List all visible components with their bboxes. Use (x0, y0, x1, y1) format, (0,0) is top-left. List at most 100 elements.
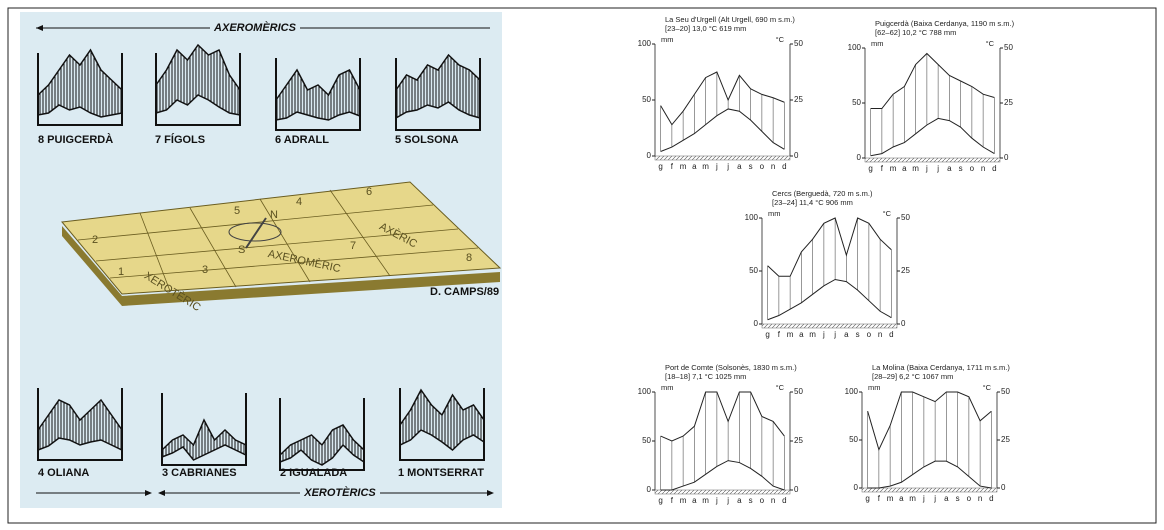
x-tick-label: j (715, 162, 718, 171)
station-label: 1 MONTSERRAT (398, 467, 484, 479)
x-tick-label: o (760, 162, 765, 171)
map-number: 8 (466, 252, 472, 264)
x-tick-label: n (771, 162, 775, 171)
frost-band (762, 324, 897, 328)
y2-tick-label: 0 (1004, 153, 1009, 162)
chart-title: La Seu d'Urgell (Alt Urgell, 690 m s.m.) (665, 15, 795, 24)
x-tick-label: g (658, 496, 662, 505)
y2-axis-label: °C (983, 383, 992, 392)
frost-band (865, 158, 1000, 162)
x-tick-label: m (887, 494, 894, 503)
x-tick-label: a (692, 162, 697, 171)
x-tick-label: a (947, 164, 952, 173)
x-tick-label: j (833, 330, 836, 339)
x-tick-label: a (899, 494, 904, 503)
y2-tick-label: 25 (1004, 98, 1013, 107)
y-axis-label: mm (661, 383, 674, 392)
y2-axis-label: °C (883, 209, 892, 218)
station-label: 4 OLIANA (38, 467, 89, 479)
x-tick-label: m (809, 330, 816, 339)
y2-tick-label: 50 (794, 387, 803, 396)
y2-tick-label: 50 (794, 39, 803, 48)
map-number: 5 (234, 205, 240, 217)
x-tick-label: d (889, 330, 893, 339)
x-tick-label: a (944, 494, 949, 503)
y2-tick-label: 50 (1004, 43, 1013, 52)
y-tick-label: 50 (852, 98, 861, 107)
x-tick-label: m (787, 330, 794, 339)
x-tick-label: g (765, 330, 769, 339)
chart-title: Puigcerdà (Baixa Cerdanya, 1190 m s.m.) (875, 19, 1015, 28)
x-tick-label: o (967, 494, 972, 503)
y-tick-label: 0 (647, 151, 652, 160)
y-tick-label: 0 (857, 153, 862, 162)
y2-tick-label: 25 (901, 266, 910, 275)
y-tick-label: 50 (849, 435, 858, 444)
frost-band (862, 488, 997, 492)
y2-tick-label: 0 (794, 485, 799, 494)
map-number: 6 (366, 186, 372, 198)
map-number: 3 (202, 264, 208, 276)
x-tick-label: s (749, 496, 753, 505)
chart-title: Cercs (Berguedà, 720 m s.m.) (772, 189, 873, 198)
station-label: 5 SOLSONA (395, 134, 459, 146)
x-tick-label: o (760, 496, 765, 505)
header: AXEROMÈRICS (213, 21, 297, 34)
chart-subtitle: [23–20] 13,0 °C 619 mm (665, 24, 746, 33)
x-tick-label: d (782, 162, 786, 171)
y2-tick-label: 0 (1001, 483, 1006, 492)
chart-subtitle: [28–29] 6,2 °C 1067 mm (872, 372, 953, 381)
y-axis-label: mm (871, 39, 884, 48)
y2-tick-label: 50 (1001, 387, 1010, 396)
compass-label: S (238, 244, 245, 256)
credit: D. CAMPS/89 (430, 286, 499, 298)
y2-tick-label: 50 (901, 213, 910, 222)
x-tick-label: j (726, 162, 729, 171)
y-axis-label: mm (768, 209, 781, 218)
station-label: 7 FÍGOLS (155, 133, 205, 146)
compass-label: N (270, 209, 278, 221)
x-tick-label: g (658, 162, 662, 171)
x-tick-label: n (978, 494, 982, 503)
chart-title: La Molina (Baixa Cerdanya, 1711 m s.m.) (872, 363, 1010, 372)
y-tick-label: 0 (854, 483, 859, 492)
map-number: 1 (118, 266, 124, 278)
header: XEROTÈRICS (303, 486, 376, 499)
x-tick-label: s (959, 164, 963, 173)
x-tick-label: o (970, 164, 975, 173)
chart-subtitle: [23–24] 11,4 °C 906 mm (772, 198, 853, 207)
y-tick-label: 100 (845, 387, 859, 396)
y-tick-label: 100 (638, 387, 652, 396)
x-tick-label: s (956, 494, 960, 503)
station-label: 6 ADRALL (275, 134, 329, 146)
x-tick-label: j (933, 494, 936, 503)
x-tick-label: m (680, 162, 687, 171)
y2-axis-label: °C (776, 35, 785, 44)
y-tick-label: 100 (638, 39, 652, 48)
station-label: 3 CABRIANES (162, 467, 237, 479)
x-tick-label: j (936, 164, 939, 173)
x-tick-label: m (702, 162, 709, 171)
chart-title: Port de Comte (Solsonès, 1830 m s.m.) (665, 363, 797, 372)
x-tick-label: s (856, 330, 860, 339)
y-tick-label: 50 (749, 266, 758, 275)
page: AXEROMÈRICS XEROTÈRICS 1 2 3 4 5 6 7 8 N… (0, 0, 1164, 530)
y2-tick-label: 25 (794, 95, 803, 104)
x-tick-label: a (737, 496, 742, 505)
chart-subtitle: [18–18] 7,1 °C 1025 mm (665, 372, 746, 381)
x-tick-label: j (726, 496, 729, 505)
map-number: 4 (296, 196, 302, 208)
x-tick-label: m (890, 164, 897, 173)
x-tick-label: m (909, 494, 916, 503)
x-tick-label: n (981, 164, 985, 173)
x-tick-label: m (680, 496, 687, 505)
frost-band (655, 490, 790, 494)
x-tick-label: j (822, 330, 825, 339)
x-tick-label: d (992, 164, 996, 173)
y2-tick-label: 25 (1001, 435, 1010, 444)
y-tick-label: 50 (642, 95, 651, 104)
y2-tick-label: 25 (794, 436, 803, 445)
x-tick-label: n (878, 330, 882, 339)
y-tick-label: 100 (848, 43, 862, 52)
x-tick-label: o (867, 330, 872, 339)
